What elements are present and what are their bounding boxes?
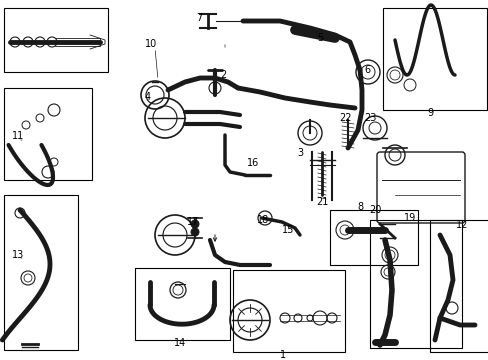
Bar — [4, 8, 108, 72]
Text: 7: 7 — [196, 13, 202, 23]
Text: 20: 20 — [368, 205, 381, 215]
Text: 1: 1 — [279, 350, 285, 360]
Text: 5: 5 — [316, 33, 323, 43]
Text: 18: 18 — [256, 215, 268, 225]
Bar — [4, 195, 78, 350]
Bar — [4, 88, 92, 180]
Text: 22: 22 — [338, 113, 350, 123]
Text: 21: 21 — [315, 197, 327, 207]
Text: 14: 14 — [174, 338, 186, 348]
Bar — [135, 268, 229, 340]
Text: 16: 16 — [246, 158, 259, 168]
Text: 4: 4 — [144, 92, 151, 102]
Bar — [329, 210, 417, 265]
Text: 3: 3 — [296, 148, 303, 158]
Text: 2: 2 — [220, 70, 225, 80]
Text: 8: 8 — [356, 202, 362, 212]
Bar — [382, 8, 486, 110]
Text: 13: 13 — [12, 250, 24, 260]
Text: 9: 9 — [426, 108, 432, 118]
Bar — [369, 220, 461, 348]
Text: 17: 17 — [186, 217, 199, 227]
Circle shape — [191, 228, 199, 236]
Text: 10: 10 — [144, 39, 157, 49]
Text: 15: 15 — [281, 225, 294, 235]
Circle shape — [191, 220, 199, 228]
Text: 6: 6 — [363, 65, 369, 75]
Text: 12: 12 — [455, 220, 467, 230]
Text: 23: 23 — [363, 113, 375, 123]
Bar — [232, 270, 345, 352]
Text: 19: 19 — [403, 213, 415, 223]
Text: 11: 11 — [12, 131, 24, 141]
Bar — [429, 220, 488, 352]
